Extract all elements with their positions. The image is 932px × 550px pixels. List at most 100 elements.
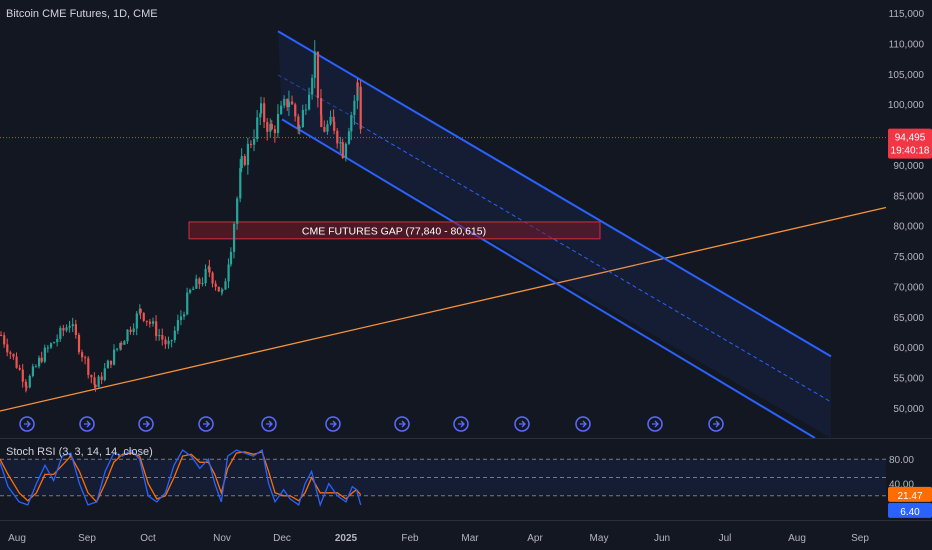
candle-down	[263, 97, 266, 129]
candle-up	[313, 40, 316, 89]
earnings-event-icon[interactable]	[647, 416, 663, 432]
stoch-d-line[interactable]	[0, 451, 362, 504]
oscillator-title[interactable]: Stoch RSI (3, 3, 14, 14, close)	[6, 446, 153, 458]
candle-up	[183, 311, 186, 320]
candle-down	[249, 140, 253, 149]
candle-up	[350, 111, 353, 141]
candle-body	[116, 348, 119, 350]
price-tick-label: 65,000	[893, 313, 924, 324]
price-pane[interactable]: CME FUTURES GAP (77,840 - 80,615)	[0, 30, 887, 439]
bar-countdown: 19:40:18	[891, 146, 930, 157]
candle-body	[132, 328, 135, 332]
stoch-k-line[interactable]	[0, 448, 362, 507]
stoch-k-badge-bg	[888, 502, 932, 518]
candle-up	[113, 344, 116, 366]
earnings-event-icon[interactable]	[325, 416, 341, 432]
stoch-k-badge[interactable]: 6.40	[888, 502, 932, 518]
earnings-event-icon[interactable]	[514, 416, 530, 432]
candle-up	[65, 324, 68, 333]
candle-down	[94, 384, 97, 392]
time-tick-label: Aug	[8, 533, 26, 544]
time-tick-label: Sep	[78, 533, 96, 544]
event-markers[interactable]	[19, 416, 724, 432]
candle-body	[84, 357, 87, 359]
candle-up	[68, 320, 71, 333]
candle-up	[49, 342, 53, 350]
candle-up	[34, 364, 38, 368]
candle-up	[176, 314, 180, 335]
stoch-rsi-pane[interactable]	[0, 448, 886, 507]
candle-body	[65, 327, 68, 331]
stoch-d-value: 21.47	[897, 491, 922, 502]
event-icon-arrow	[24, 420, 31, 428]
channel-upper-line[interactable]	[277, 30, 832, 358]
candle-down	[208, 259, 211, 278]
candle-down	[266, 117, 269, 141]
candle-down	[84, 355, 87, 365]
candle-body	[167, 340, 170, 344]
candle-down	[294, 102, 297, 122]
candle-up	[123, 340, 126, 345]
candle-down	[286, 98, 289, 111]
candle-body	[204, 269, 207, 284]
candle-body	[87, 358, 90, 376]
earnings-event-icon[interactable]	[394, 416, 410, 432]
candle-body	[123, 341, 126, 345]
candle-up	[227, 258, 230, 289]
candle-body	[276, 114, 280, 134]
candle-body	[263, 103, 266, 123]
candle-body	[323, 126, 326, 132]
candle-body	[145, 320, 148, 322]
event-icon-arrow	[713, 420, 720, 428]
candle-body	[25, 386, 28, 388]
stoch-d-badge-bg	[888, 486, 932, 502]
candle-up	[135, 311, 138, 336]
earnings-event-icon[interactable]	[453, 416, 469, 432]
stoch-d-badge[interactable]: 21.47	[888, 486, 932, 502]
candle-body	[298, 127, 301, 129]
candle-body	[229, 251, 233, 265]
candle-down	[145, 320, 148, 326]
time-axis[interactable]: Aug Sep Oct Nov Dec 2025 Feb Mar Apr May Jun Jul Aug…	[8, 533, 869, 544]
candle-body	[249, 143, 253, 145]
earnings-event-icon[interactable]	[708, 416, 724, 432]
symbol-title[interactable]: Bitcoin CME Futures, 1D, CME	[6, 8, 158, 20]
earnings-event-icon[interactable]	[575, 416, 591, 432]
candle-body	[286, 98, 289, 108]
channel-lower-line[interactable]	[281, 118, 816, 439]
price-tick-label: 90,000	[893, 161, 924, 172]
channel-mid-dashed-left	[277, 74, 356, 119]
candle-up	[269, 118, 272, 138]
candle-down	[211, 271, 214, 288]
earnings-event-icon[interactable]	[19, 416, 35, 432]
candle-body	[74, 324, 78, 335]
candle-down	[297, 113, 300, 134]
event-icon-arrow	[266, 420, 273, 428]
candle-down	[12, 353, 15, 360]
price-tick-label: 85,000	[893, 191, 924, 202]
candle-down	[9, 350, 12, 359]
candle-up	[151, 317, 155, 327]
candle-body	[350, 115, 353, 132]
support-trendline[interactable]	[0, 206, 887, 412]
candle-down	[21, 363, 24, 388]
price-axis[interactable]: 115,000110,000105,000100,00095,00090,000…	[888, 9, 932, 518]
earnings-event-icon[interactable]	[79, 416, 95, 432]
candle-body	[68, 326, 71, 328]
futures-gap-zone[interactable]	[188, 221, 601, 240]
channel-mid-dashed[interactable]	[354, 121, 832, 403]
earnings-event-icon[interactable]	[138, 416, 154, 432]
candle-up	[204, 264, 207, 287]
earnings-event-icon[interactable]	[261, 416, 277, 432]
candle-body	[49, 343, 53, 348]
candle-up	[43, 344, 46, 364]
candle-body	[186, 292, 189, 315]
event-icon-arrow	[143, 420, 150, 428]
earnings-event-icon[interactable]	[198, 416, 214, 432]
candle-body	[232, 223, 236, 252]
last-price-badge[interactable]: 94,495 19:40:18	[888, 128, 932, 159]
candle-down	[273, 125, 277, 143]
candle-up	[304, 104, 308, 116]
